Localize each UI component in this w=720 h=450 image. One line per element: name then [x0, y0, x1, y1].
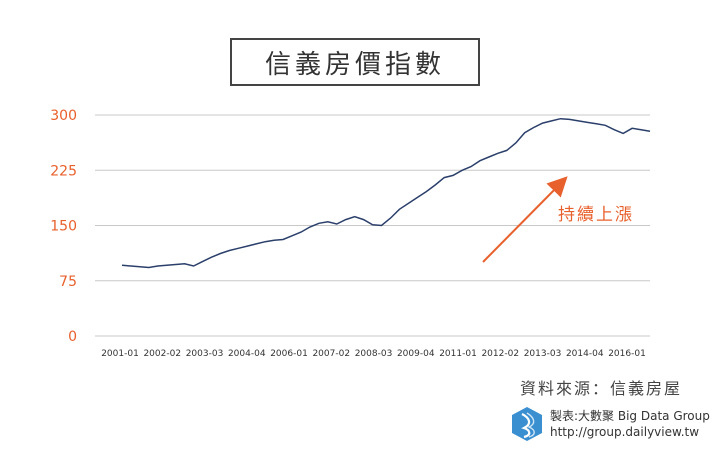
big-data-group-logo-icon [512, 407, 542, 441]
maker-line-1: 製表:大數聚 Big Data Group [550, 409, 710, 423]
maker-credit: 製表:大數聚 Big Data Group http://group.daily… [510, 406, 710, 442]
x-tick-label: 2003-03 [186, 349, 224, 359]
x-tick-label: 2014-04 [566, 349, 604, 359]
x-tick-label: 2009-04 [397, 349, 435, 359]
x-tick-label: 2002-02 [143, 349, 181, 359]
series-line [121, 117, 651, 269]
x-tick-label: 2008-03 [355, 349, 393, 359]
y-tick-label: 225 [50, 163, 77, 179]
rising-arrow [482, 176, 568, 263]
maker-line-2: http://group.dailyview.tw [550, 425, 700, 439]
x-tick-label: 2016-01 [608, 349, 646, 359]
y-tick-label: 0 [68, 329, 77, 345]
x-tick-label: 2007-02 [312, 349, 350, 359]
x-tick-label: 2004-04 [228, 349, 266, 359]
y-tick-label: 75 [59, 274, 77, 290]
y-tick-label: 150 [50, 219, 77, 235]
x-tick-label: 2006-01 [270, 349, 308, 359]
annotation-text: 持續上漲 [558, 205, 634, 225]
x-tick-label: 2011-01 [439, 349, 477, 359]
x-tick-label: 2013-03 [524, 349, 562, 359]
chart-title: 信義房價指數 [230, 38, 480, 86]
x-tick-label: 2012-02 [481, 349, 519, 359]
x-tick-label: 2001-01 [101, 349, 139, 359]
source-label: 資料來源：信義房屋 [519, 379, 682, 398]
y-tick-label: 300 [50, 108, 77, 124]
